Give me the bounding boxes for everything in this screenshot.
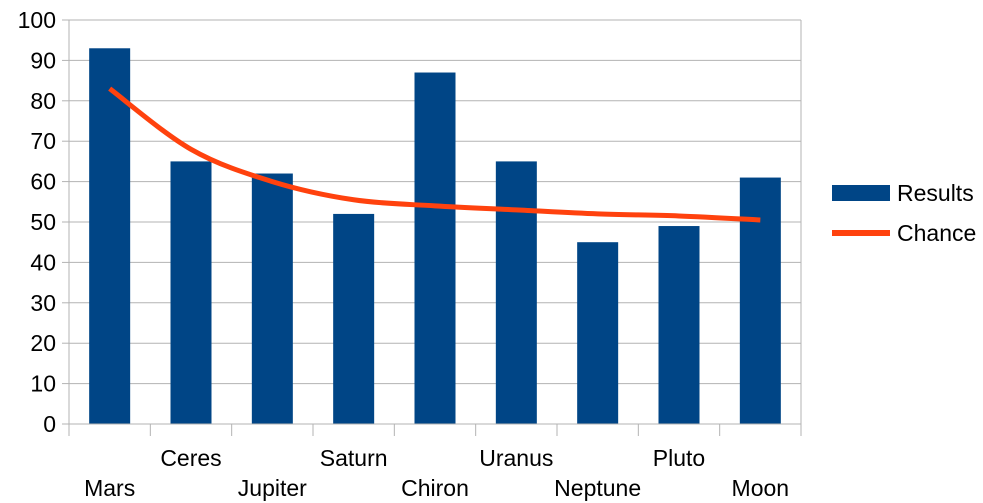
bar-mars	[89, 48, 131, 424]
y-tick-label: 50	[30, 209, 56, 235]
x-tick-label: Chiron	[401, 475, 469, 501]
x-axis-ticks: Mars Ceres Jupiter Saturn Chiron UranusNeptun…	[68, 424, 802, 501]
x-tick-label: Ceres	[160, 445, 221, 471]
x-tick-label: Saturn	[320, 445, 388, 471]
y-tick-label: 0	[43, 411, 56, 437]
bar-ceres	[170, 161, 212, 424]
x-tick-label: Moon	[732, 475, 790, 501]
y-tick-label: 10	[30, 371, 56, 397]
legend-label-results: Results	[897, 180, 974, 206]
x-tick-label: Mars	[84, 475, 135, 501]
bar-jupiter	[251, 173, 293, 424]
y-axis-ticks: 0 10 20 30 40 50 60 70 80 90 100	[18, 7, 69, 437]
y-tick-label: 40	[30, 249, 56, 275]
legend: Results Chance	[832, 180, 976, 246]
legend-label-chance: Chance	[897, 220, 976, 246]
y-tick-label: 100	[18, 7, 56, 33]
x-tick-label: Jupiter	[238, 475, 307, 501]
x-tick-label: Pluto	[653, 445, 705, 471]
bar-pluto	[658, 226, 700, 424]
x-tick-label: Uranus	[479, 445, 553, 471]
y-tick-label: 20	[30, 330, 56, 356]
bar-neptune	[577, 242, 619, 424]
chance-line-path	[108, 86, 761, 223]
bar-saturn	[333, 213, 375, 424]
bar-chiron	[414, 72, 456, 425]
x-tick-label: Neptune	[554, 475, 641, 501]
chance-line	[108, 86, 761, 223]
y-tick-label: 80	[30, 88, 56, 114]
bar-moon	[739, 177, 781, 424]
y-tick-label: 30	[30, 290, 56, 316]
y-tick-label: 90	[30, 47, 56, 73]
bar-uranus	[495, 161, 537, 424]
results-bars	[89, 48, 781, 425]
y-tick-label: 60	[30, 169, 56, 195]
y-tick-label: 70	[30, 128, 56, 154]
legend-swatch-results	[832, 185, 890, 201]
